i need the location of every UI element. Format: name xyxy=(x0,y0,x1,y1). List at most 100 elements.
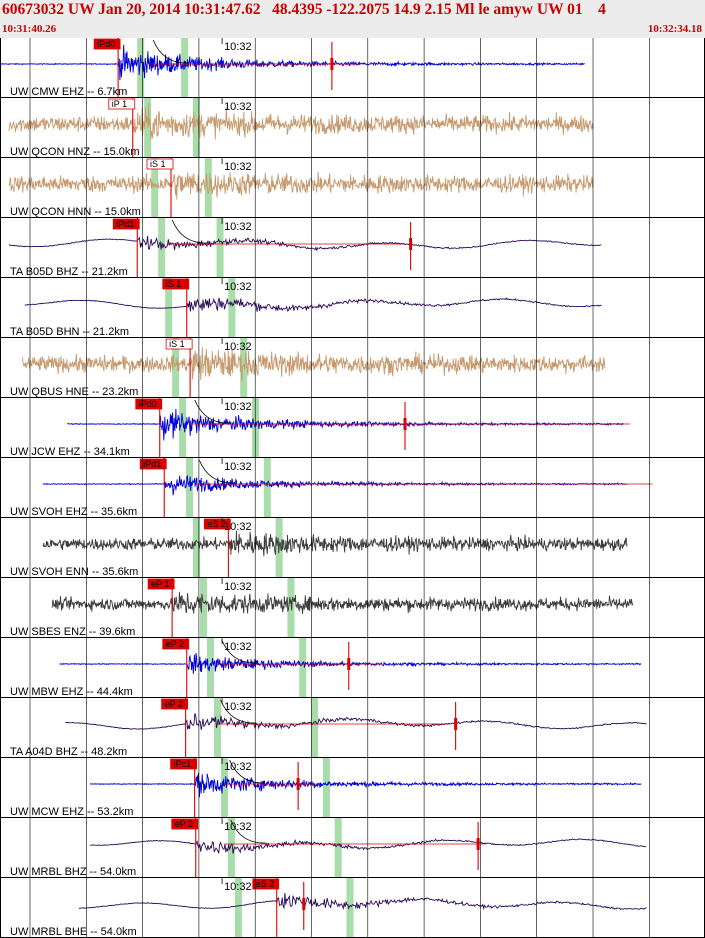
s-window-segment xyxy=(204,158,212,218)
pick-label: iPd1 xyxy=(143,459,161,469)
pick-label-box xyxy=(108,98,136,110)
time-tick-label: 10:32 xyxy=(224,341,252,353)
p-window-segment xyxy=(186,458,194,518)
pick-label-box xyxy=(161,698,189,710)
p-window-segment xyxy=(137,38,145,98)
trace-panel: eP 1 10:32 UW SBES ENZ -- 39.6km xyxy=(0,578,705,638)
pick-label-box xyxy=(165,338,193,350)
waveform-trace xyxy=(67,408,625,441)
pick-label: eP 2 xyxy=(175,819,193,829)
time-tick-label: 10:32 xyxy=(224,581,252,593)
station-label: UW MBW EHZ -- 44.4km xyxy=(10,686,133,698)
s-window-segment xyxy=(287,578,295,638)
station-label: UW SBES ENZ -- 39.6km xyxy=(10,626,135,638)
station-label: UW QCON HNN -- 15.0km xyxy=(10,206,141,218)
station-label: UW QCON HNZ -- 15.0km xyxy=(10,146,140,158)
waveform-trace xyxy=(78,892,647,911)
s-window-band xyxy=(181,38,354,938)
time-tick-label: 10:32 xyxy=(224,41,252,53)
pick-label-box xyxy=(135,398,163,410)
station-label: UW SVOH ENN -- 35.6km xyxy=(10,566,138,578)
pick-label: iP 1 xyxy=(112,99,127,109)
p-window-segment xyxy=(172,338,180,398)
waveform-trace xyxy=(89,772,642,798)
time-tick-label: 10:32 xyxy=(224,281,252,293)
trace-panel: iPc1 10:32 UW MCW EHZ -- 53.2km xyxy=(0,758,705,818)
trace-panel: iPd1 10:32 UW SVOH EHZ -- 35.6km xyxy=(0,458,705,518)
p-window-segment xyxy=(234,878,242,938)
time-tick-label: 10:32 xyxy=(224,461,252,473)
trace-panel: iS 1 10:32 UW QCON HNN -- 15.0km xyxy=(0,158,705,218)
pick-label-box xyxy=(146,158,174,170)
time-tick-label: 10:32 xyxy=(224,821,252,833)
event-title: 60673032 UW Jan 20, 2014 10:31:47.62 48.… xyxy=(2,1,606,18)
p-window-band xyxy=(137,38,242,938)
time-tick-label: 10:32 xyxy=(224,401,252,413)
waveform-trace xyxy=(89,838,647,854)
station-label: UW CMW EHZ -- 6.7km xyxy=(10,86,127,98)
coda-curve xyxy=(229,759,265,784)
time-tick-label: 10:32 xyxy=(224,161,252,173)
waveform-trace xyxy=(42,530,628,557)
p-window-segment xyxy=(179,398,187,458)
p-window-segment xyxy=(213,698,221,758)
pick-label: iS 1 xyxy=(169,339,185,349)
pick-label: iPd0 xyxy=(97,39,115,49)
coda-curve xyxy=(171,219,208,244)
station-label: TA B05D BHZ -- 21.2km xyxy=(10,266,128,278)
pick-label: eP 2 xyxy=(166,639,184,649)
s-window-segment xyxy=(334,818,342,878)
time-tick-label: 10:32 xyxy=(224,761,252,773)
station-label: UW MRBL BHZ -- 54.0km xyxy=(10,866,136,878)
duration-marker-blob xyxy=(454,718,458,730)
duration-marker-blob xyxy=(476,838,480,850)
seismogram-plot: iPd0 10:32 UW CMW EHZ -- 6.7km iP 1 10:32 UW … xyxy=(0,38,705,938)
time-tick-label: 10:32 xyxy=(224,641,252,653)
time-tick-label: 10:32 xyxy=(224,521,252,533)
pick-label-box xyxy=(162,278,190,290)
waveform-trace xyxy=(24,297,602,312)
pick-label-box xyxy=(252,878,280,890)
pick-label-box xyxy=(203,518,231,530)
waveform-trace xyxy=(65,713,647,730)
coda-curve xyxy=(198,459,235,484)
waveform-trace xyxy=(42,475,628,496)
waveform-trace xyxy=(22,347,606,382)
duration-marker-blob xyxy=(409,238,413,250)
pick-label-box xyxy=(112,218,140,230)
start-time-label: 10:31:40.26 xyxy=(2,23,57,35)
pick-label: eS 2 xyxy=(256,879,275,889)
trace-panel: eP 2 10:32 UW MRBL BHZ -- 54.0km xyxy=(0,818,705,878)
waveform-trace xyxy=(8,171,594,200)
coda-curve xyxy=(152,39,189,64)
trace-panel: eP 2 10:32 TA A04D BHZ -- 48.2km xyxy=(0,698,705,758)
station-label: UW QBUS HNE -- 23.2km xyxy=(10,386,138,398)
coda-curve xyxy=(230,819,266,844)
trace-panel: iPd1 10:32 TA B05D BHZ -- 21.2km xyxy=(0,218,705,278)
pick-label: iS 1 xyxy=(166,279,182,289)
p-window-segment xyxy=(193,518,201,578)
s-window-segment xyxy=(299,638,307,698)
s-window-segment xyxy=(240,338,248,398)
s-window-segment xyxy=(263,458,271,518)
pick-label-box xyxy=(93,38,121,50)
p-window-segment xyxy=(151,158,159,218)
pick-label: iPc1 xyxy=(174,759,192,769)
pick-label: eS 2 xyxy=(207,519,226,529)
pick-label-box xyxy=(162,638,190,650)
s-window-segment xyxy=(192,98,200,158)
station-label: UW MRBL BHE -- 54.0km xyxy=(10,926,137,938)
s-window-segment xyxy=(311,698,319,758)
station-label: UW SVOH EHZ -- 35.6km xyxy=(10,506,137,518)
trace-panel: iPd0 10:32 UW JCW EHZ -- 34.1km xyxy=(0,398,705,458)
trace-panel: iPd0 10:32 UW CMW EHZ -- 6.7km xyxy=(0,38,705,98)
waveform-trace xyxy=(59,653,642,674)
station-label: UW JCW EHZ -- 34.1km xyxy=(10,446,130,458)
trace-panel: iS 1 10:32 UW QBUS HNE -- 23.2km xyxy=(0,338,705,398)
station-label: TA A04D BHZ -- 48.2km xyxy=(10,746,127,758)
p-window-segment xyxy=(227,818,235,878)
duration-marker-blob xyxy=(302,898,306,910)
pick-label: iPd1 xyxy=(116,219,134,229)
s-window-segment xyxy=(216,218,224,278)
